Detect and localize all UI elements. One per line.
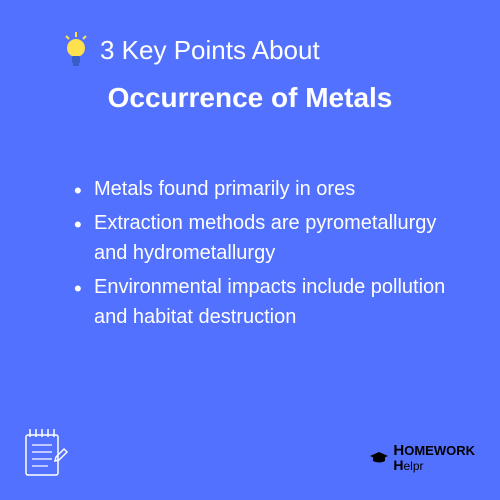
brand-logo: HOMEWORK Helpr (369, 444, 475, 472)
list-item: Environmental impacts include pollution … (70, 272, 460, 332)
notepad-icon (20, 425, 70, 480)
infographic-container: 3 Key Points About Occurrence of Metals … (0, 0, 500, 500)
list-item: Extraction methods are pyrometallurgy an… (70, 208, 460, 268)
graduation-cap-icon (369, 451, 389, 465)
logo-text-wrap: HOMEWORK Helpr (393, 444, 475, 472)
logo-text-sub: Helpr (393, 459, 475, 472)
header: 3 Key Points About (60, 30, 460, 70)
logo-text-main: HOMEWORK (393, 444, 475, 458)
header-text: 3 Key Points About (100, 35, 320, 66)
list-item: Metals found primarily in ores (70, 174, 460, 204)
key-points-list: Metals found primarily in ores Extractio… (40, 174, 460, 332)
lightbulb-icon (60, 30, 92, 70)
page-title: Occurrence of Metals (40, 82, 460, 114)
